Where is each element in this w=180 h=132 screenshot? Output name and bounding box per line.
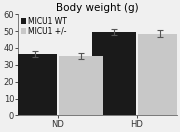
Title: Body weight (g): Body weight (g) bbox=[56, 3, 139, 13]
Legend: MICU1 WT, MICU1 +/-: MICU1 WT, MICU1 +/- bbox=[20, 16, 68, 36]
Bar bbox=[13, 54, 57, 115]
Bar bbox=[92, 32, 136, 115]
Bar bbox=[138, 34, 180, 115]
Bar bbox=[59, 56, 103, 115]
